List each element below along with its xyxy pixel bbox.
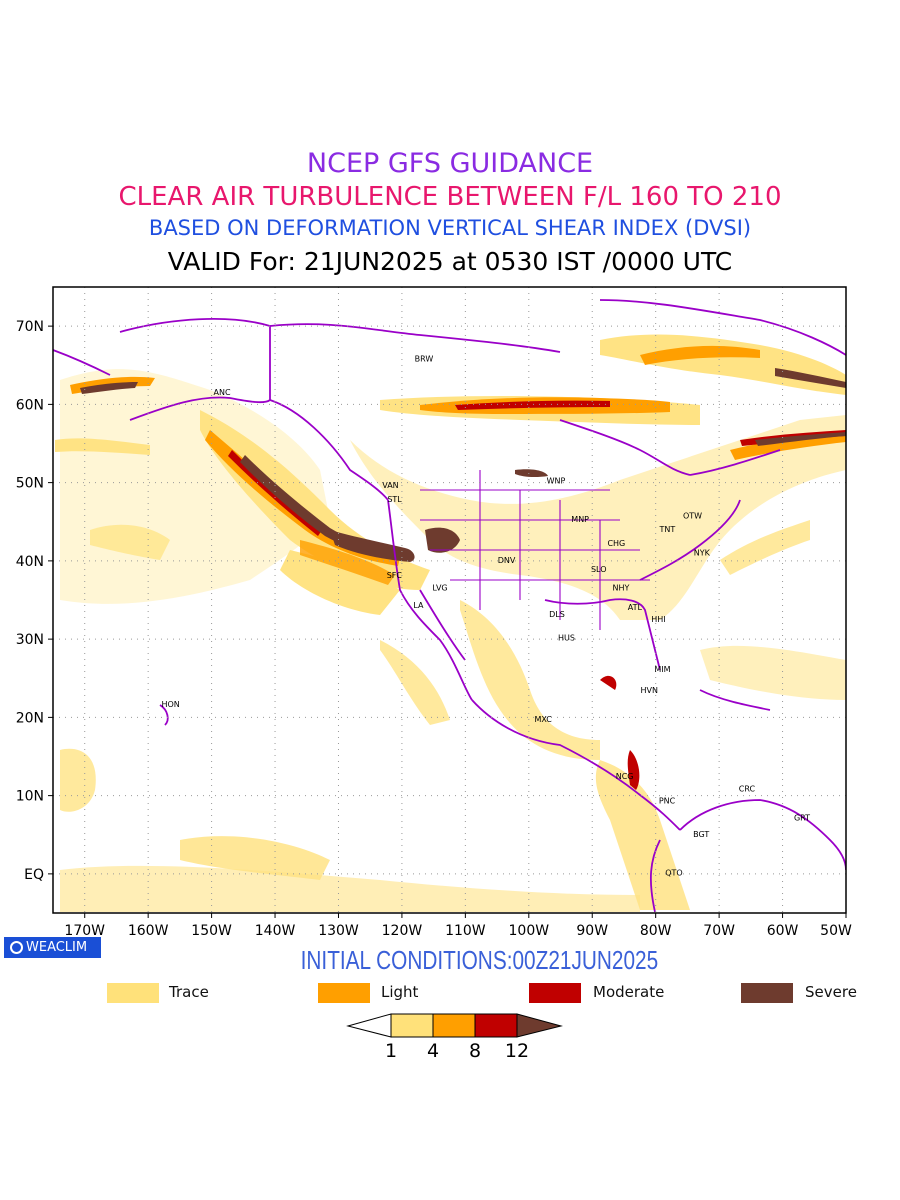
station-label-mnp: MNP <box>571 515 589 524</box>
station-label-hvn: HVN <box>640 686 657 695</box>
longitude-ticks: 170W 160W 150W 140W 130W 120W 110W 100W 90W 80W 70… <box>64 913 852 939</box>
station-label-crc: CRC <box>739 785 756 794</box>
lat-tick-label: 10N <box>16 789 44 805</box>
station-label-la: LA <box>413 601 424 610</box>
lon-tick-label: 140W <box>255 923 296 939</box>
station-label-mim: MIM <box>654 665 670 674</box>
station-label-otw: OTW <box>683 512 702 521</box>
station-label-hon: HON <box>161 700 179 709</box>
lat-tick-label: 70N <box>16 319 44 335</box>
station-label-qto: QTO <box>665 868 682 877</box>
weaclim-logo: WEACLIM <box>4 937 101 958</box>
station-label-chg: CHG <box>607 539 625 548</box>
lon-tick-label: 170W <box>64 923 105 939</box>
colorbar-cell-2 <box>432 1013 476 1038</box>
station-label-wnp: WNP <box>547 476 566 485</box>
lat-tick-label: 50N <box>16 476 44 492</box>
colorbar-low-arrow <box>346 1013 392 1038</box>
legend-label-trace: Trace <box>169 983 209 1001</box>
station-label-dls: DLS <box>549 610 565 619</box>
lon-tick-label: 70W <box>703 923 735 939</box>
legend-swatch-severe <box>741 983 793 1003</box>
lat-tick-label: 30N <box>16 632 44 648</box>
lat-tick-label: EQ <box>24 867 44 883</box>
colorbar-tick-12: 12 <box>505 1040 529 1062</box>
lon-tick-label: 120W <box>382 923 423 939</box>
lon-tick-label: 160W <box>128 923 169 939</box>
lat-tick-label: 60N <box>16 397 44 413</box>
graticule <box>53 287 846 913</box>
colorbar-tick-4: 4 <box>427 1040 439 1062</box>
colorbar-tick-8: 8 <box>469 1040 481 1062</box>
lon-tick-label: 110W <box>445 923 486 939</box>
colorbar-tick-1: 1 <box>385 1040 397 1062</box>
turbulence-map: BRW ANC VAN STL WNP MNP TNT OTW CHG NYK DNV SFC SLO L… <box>16 286 852 939</box>
initial-conditions-label: INITIAL CONDITIONS:00Z21JUN2025 <box>300 945 659 975</box>
legend-swatch-trace <box>107 983 159 1003</box>
turbulence-shading <box>55 334 846 912</box>
station-label-lvg: LVG <box>432 584 447 593</box>
lon-tick-label: 90W <box>576 923 608 939</box>
lon-tick-label: 50W <box>820 923 852 939</box>
station-label-nyk: NYK <box>694 548 711 557</box>
legend-label-light: Light <box>381 983 419 1001</box>
lon-tick-label: 80W <box>640 923 672 939</box>
legend-swatch-light <box>318 983 370 1003</box>
title-line-2: CLEAR AIR TURBULENCE BETWEEN F/L 160 TO … <box>118 182 782 212</box>
station-label-nhy: NHY <box>613 584 630 593</box>
station-label-tnt: TNT <box>658 525 675 534</box>
station-label-atl: ATL <box>628 603 643 612</box>
latitude-ticks: 70N 60N 50N 40N 30N 20N 10N EQ <box>16 319 53 883</box>
station-label-hus: HUS <box>558 634 575 643</box>
valid-time-line: VALID For: 21JUN2025 at 0530 IST /0000 U… <box>167 247 733 276</box>
station-label-van: VAN <box>382 481 398 490</box>
station-label-stl: STL <box>387 495 402 504</box>
lon-tick-label: 100W <box>509 923 550 939</box>
title-line-1: NCEP GFS GUIDANCE <box>306 148 594 179</box>
station-label-brw: BRW <box>415 354 434 363</box>
legend-label-severe: Severe <box>805 983 857 1001</box>
title-line-3: BASED ON DEFORMATION VERTICAL SHEAR INDE… <box>148 216 752 240</box>
station-label-anc: ANC <box>214 388 231 397</box>
station-label-grt: GRT <box>794 814 810 823</box>
station-label-ncg: NCG <box>616 772 634 781</box>
legend-swatch-moderate <box>529 983 581 1003</box>
coastlines <box>53 299 846 913</box>
station-label-hhi: HHI <box>651 615 665 624</box>
colorbar-cell-3 <box>474 1013 518 1038</box>
lon-tick-label: 150W <box>191 923 232 939</box>
lon-tick-label: 60W <box>767 923 799 939</box>
station-label-mxc: MXC <box>535 715 553 724</box>
legend-label-moderate: Moderate <box>593 983 665 1001</box>
lat-tick-label: 20N <box>16 710 44 726</box>
lat-tick-label: 40N <box>16 554 44 570</box>
station-label-dnv: DNV <box>498 556 516 565</box>
station-label-bgt: BGT <box>693 830 709 839</box>
map-frame <box>52 286 847 914</box>
colorbar-high-arrow <box>516 1013 563 1038</box>
colorbar-cell-1 <box>390 1013 434 1038</box>
lon-tick-label: 130W <box>318 923 359 939</box>
station-label-pnc: PNC <box>659 796 676 805</box>
logo-circle-icon <box>10 941 23 954</box>
station-labels: BRW ANC VAN STL WNP MNP TNT OTW CHG NYK DNV SFC SLO L… <box>161 354 810 877</box>
logo-text: WEACLIM <box>26 940 88 955</box>
station-label-sfc: SFC <box>387 571 403 580</box>
station-label-slo: SLO <box>591 565 607 574</box>
